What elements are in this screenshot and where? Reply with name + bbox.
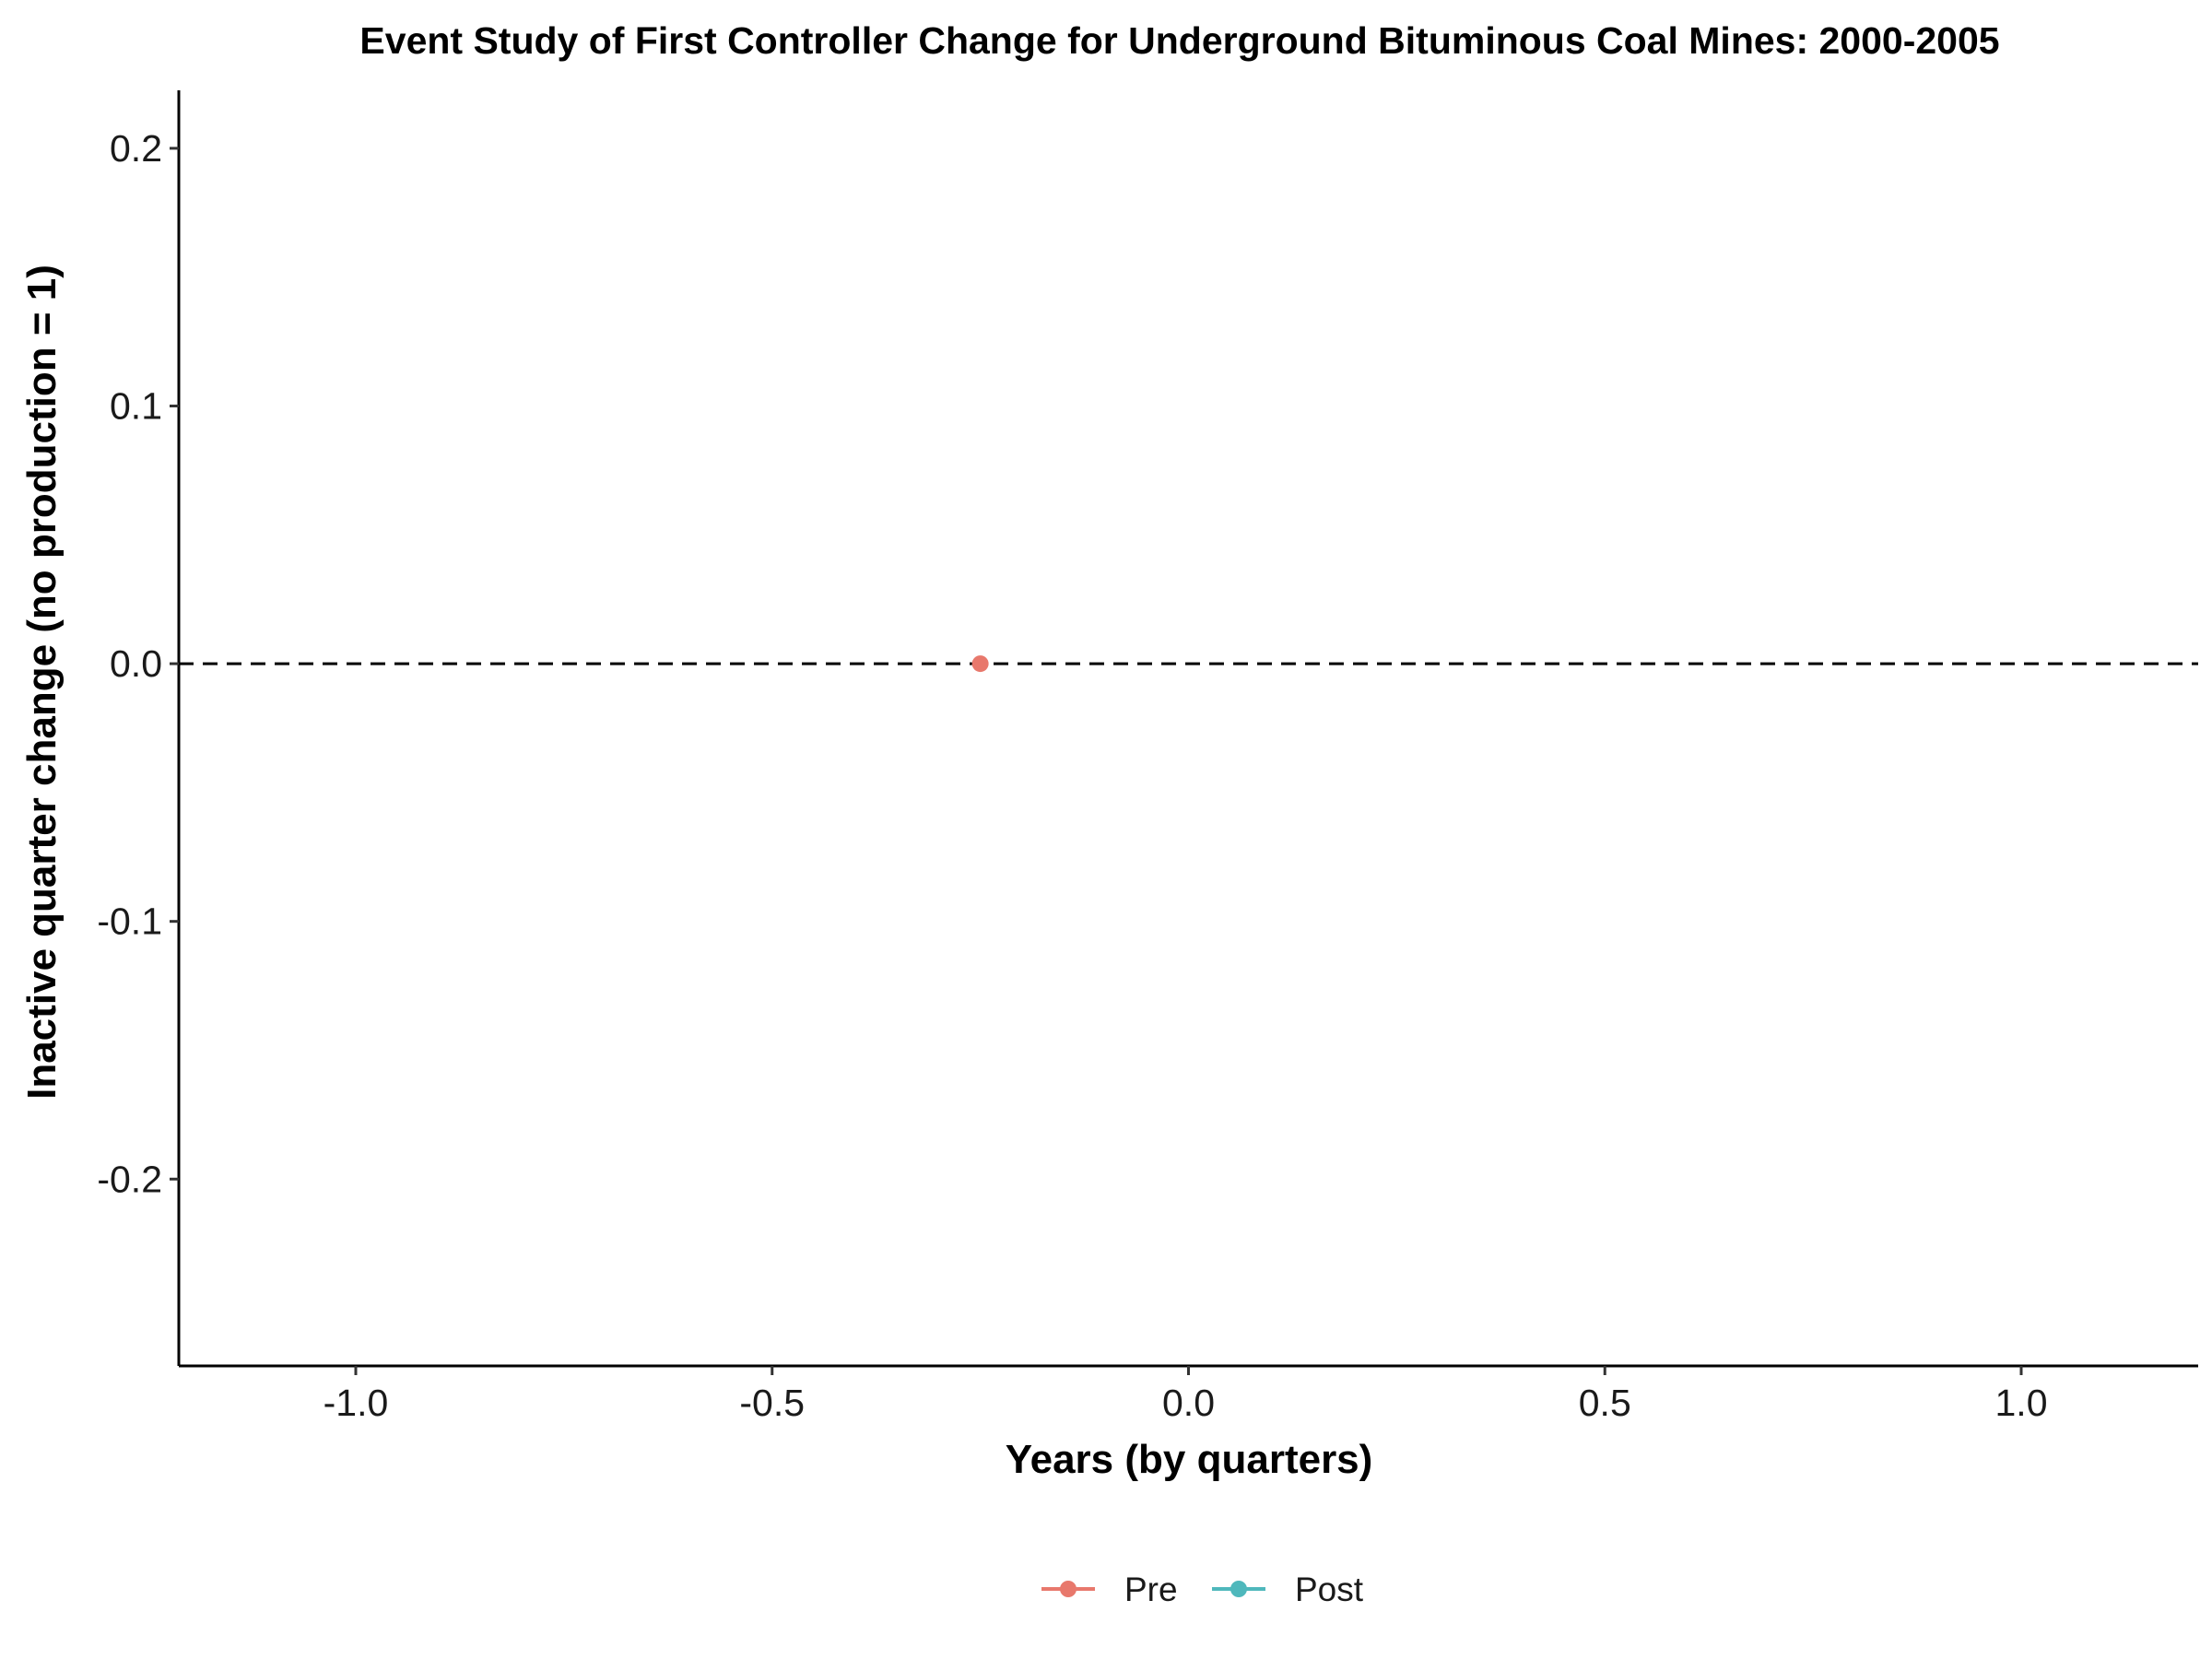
x-tick-label: 1.0 [1995,1382,2048,1424]
x-tick-label: 0.0 [1162,1382,1215,1424]
x-tick-label: -0.5 [739,1382,805,1424]
chart-title: Event Study of First Controller Change f… [359,19,1999,62]
x-axis-ticks: -1.0 -0.5 0.0 0.5 1.0 [324,1366,2048,1424]
x-tick-label: -1.0 [324,1382,389,1424]
legend: Pre Post [1041,1571,1364,1608]
point-pre [971,655,989,673]
legend-label-pre: Pre [1124,1571,1178,1608]
y-tick-label: 0.1 [110,385,162,428]
y-tick-label: 0.0 [110,642,162,685]
y-axis-ticks: 0.2 0.1 0.0 -0.1 -0.2 [97,127,179,1200]
data-points [971,655,989,673]
legend-label-post: Post [1295,1571,1364,1608]
plot-area [179,655,2198,673]
y-tick-label: -0.1 [97,900,162,943]
y-tick-label: 0.2 [110,127,162,170]
y-tick-label: -0.2 [97,1158,162,1200]
x-tick-label: 0.5 [1579,1382,1631,1424]
y-axis-title: Inactive quarter change (no production =… [19,265,65,1100]
legend-key-point-pre [1060,1581,1077,1597]
x-axis-title: Years (by quarters) [1006,1437,1373,1482]
legend-key-point-post [1230,1581,1247,1597]
